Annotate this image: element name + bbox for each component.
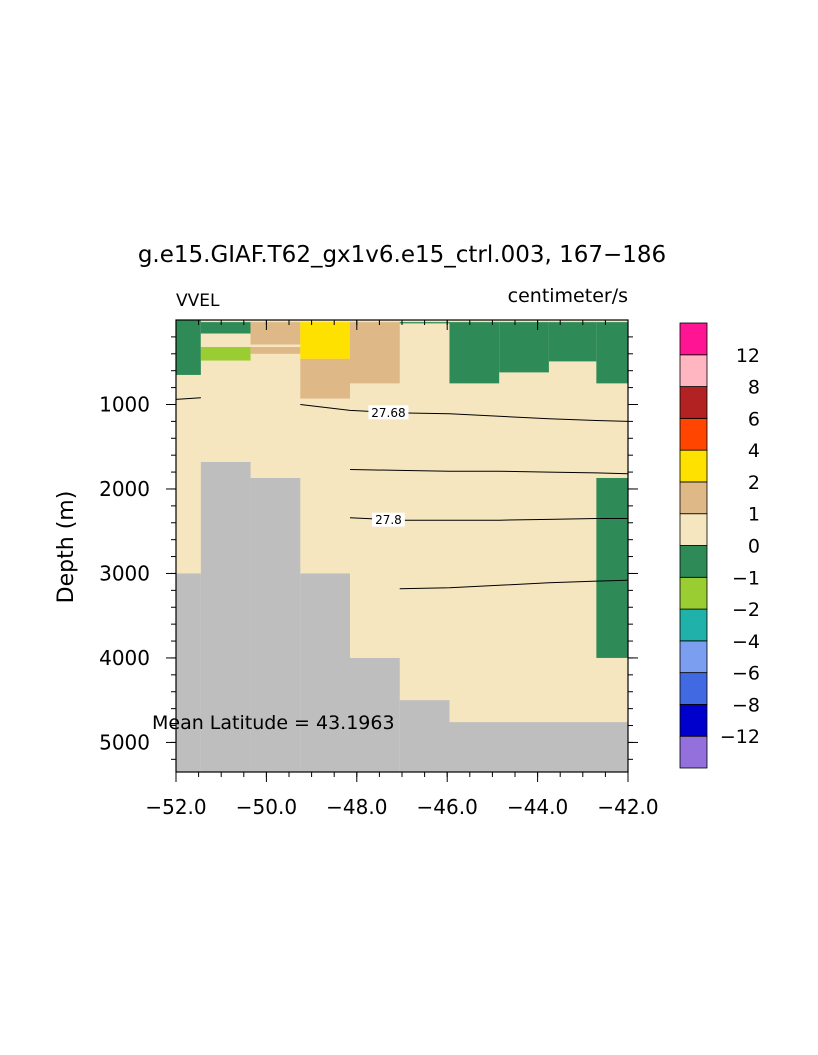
land-mask [176, 461, 628, 772]
velocity-cell-13 [548, 320, 597, 362]
contour-label-3: 27.8 [375, 513, 402, 527]
land-block-1 [200, 461, 251, 772]
colorbar-swatch-7 [679, 513, 708, 546]
colorbar-label: 0 [748, 536, 760, 558]
colorbar-label: 6 [748, 408, 760, 430]
colorbar-label: −2 [732, 599, 760, 621]
chart-title: g.e15.GIAF.T62_gx1v6.e15_ctrl.003, 167−1… [138, 242, 666, 268]
units-label: centimeter/s [508, 285, 628, 307]
colorbar-label: −12 [720, 726, 760, 748]
contour-label-1: 27.68 [371, 406, 405, 420]
velocity-cell-14 [596, 320, 628, 384]
velocity-cell-3 [200, 347, 251, 361]
velocity-cell-9 [350, 320, 400, 384]
x-tick-label: −42.0 [597, 795, 658, 819]
colorbar-label: 1 [748, 504, 760, 526]
velocity-cell-11 [449, 320, 500, 384]
y-axis-label: Depth (m) [54, 491, 79, 604]
land-block-4 [350, 657, 400, 772]
colorbar-swatch-9 [679, 449, 708, 483]
contour-label-bg-3 [372, 512, 405, 527]
contour-line-0 [175, 397, 201, 400]
velocity-cell-6 [250, 347, 301, 354]
colorbar-swatch-4 [679, 608, 708, 642]
x-tick-label: −46.0 [417, 795, 478, 819]
land-block-0 [176, 573, 201, 772]
colorbar-label: −6 [732, 663, 760, 685]
x-tick-label: −48.0 [326, 795, 387, 819]
y-tick-label: 4000 [99, 646, 150, 670]
colorbar-label: −4 [732, 631, 760, 653]
colorbar-label: 8 [748, 377, 760, 399]
colorbar-swatch-10 [679, 417, 708, 451]
colorbar-swatch-2 [679, 672, 708, 705]
contour-line-2 [349, 469, 629, 475]
y-tick-label: 5000 [99, 730, 150, 754]
colorbar-swatch-11 [679, 386, 708, 419]
velocity-cell-4 [250, 320, 301, 345]
land-block-5 [399, 700, 450, 772]
velocity-cell-1 [200, 320, 251, 334]
contour-line-4 [399, 579, 629, 590]
colorbar-swatch-6 [679, 545, 708, 578]
velocity-cell-15 [596, 477, 628, 658]
velocity-cell-12 [499, 320, 549, 373]
contour-line-1 [300, 404, 629, 422]
y-tick-label: 3000 [99, 561, 150, 585]
colorbar-label: −8 [732, 694, 760, 716]
velocity-cells [176, 320, 629, 658]
y-tick-label: 1000 [99, 392, 150, 416]
plot-area: 27.68 27.8 −52.0 −50.0 −48.0 −46.0 −44.0 −42.0… [99, 319, 659, 819]
velocity-cell-8 [300, 358, 351, 399]
x-tick-label: −50.0 [236, 795, 297, 819]
x-tick-label: −44.0 [507, 795, 568, 819]
colorbar-swatch-13 [679, 322, 708, 356]
variable-label: VVEL [176, 291, 220, 311]
colorbar-swatch-8 [679, 481, 708, 515]
colorbar-label: 12 [736, 345, 760, 367]
density-contours: 27.68 27.8 [175, 397, 629, 590]
y-tick-label: 2000 [99, 477, 150, 501]
colorbar-swatch-0 [679, 735, 708, 769]
velocity-cell-5 [250, 344, 301, 348]
velocity-cell-2 [200, 333, 251, 348]
land-block-3 [300, 573, 351, 772]
colorbar-swatch-12 [679, 354, 708, 387]
velocity-cell-16 [200, 320, 629, 323]
land-block-6 [449, 722, 628, 772]
colorbar: 12 8 6 4 2 1 0 −1 −2 −4 −6 −8 −12 [679, 322, 760, 769]
contour-label-bg-1 [368, 405, 409, 420]
x-tick-label: −52.0 [145, 795, 206, 819]
velocity-cell-7 [300, 320, 351, 359]
colorbar-label: −1 [732, 567, 760, 589]
mean-latitude-annotation: Mean Latitude = 43.1963 [152, 712, 395, 734]
velocity-cell-0 [176, 320, 201, 375]
colorbar-label: 4 [748, 440, 760, 462]
colorbar-swatch-3 [679, 640, 708, 674]
colorbar-label: 2 [748, 472, 760, 494]
colorbar-swatch-5 [679, 576, 708, 610]
land-block-2 [250, 477, 301, 772]
colorbar-swatch-1 [679, 704, 708, 737]
axis-ticks: −52.0 −50.0 −48.0 −46.0 −44.0 −42.0 1000 2000 30… [99, 320, 659, 819]
